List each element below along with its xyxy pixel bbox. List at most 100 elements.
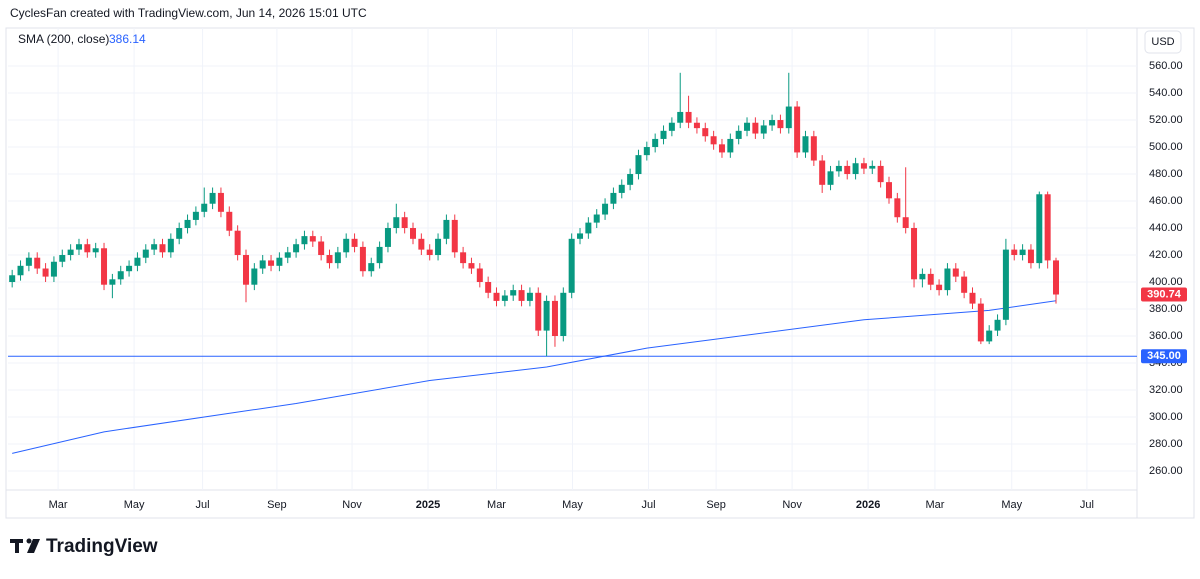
x-tick-label: 2026 <box>856 499 880 511</box>
candle-body <box>234 230 241 256</box>
currency-button[interactable] <box>1144 30 1182 54</box>
candle-body <box>326 255 333 264</box>
candle-body <box>359 246 366 272</box>
candle-body <box>1027 249 1034 264</box>
candle-body <box>476 268 483 283</box>
candle-body <box>860 163 867 169</box>
candle-body <box>602 203 609 215</box>
candle-body <box>577 233 584 239</box>
x-tick-label: Mar <box>49 499 68 511</box>
currency[interactable]: USD <box>1151 36 1174 48</box>
candle-body <box>268 260 275 266</box>
candle-body <box>17 265 24 276</box>
candle-body <box>660 130 667 139</box>
candle-body <box>885 182 892 199</box>
candle-body <box>610 192 617 204</box>
header: CyclesFan created with TradingView.com, … <box>10 6 367 20</box>
candle-body <box>710 136 717 145</box>
y-tick-label: 500.00 <box>1149 141 1183 153</box>
candle-body <box>810 136 817 161</box>
candle-body <box>167 238 174 253</box>
candle-body <box>677 111 684 123</box>
candle-body <box>184 219 191 229</box>
y-tick-label: 360.00 <box>1149 330 1183 342</box>
candle-body <box>752 122 759 134</box>
x-tick-label: Nov <box>782 499 802 511</box>
candle-body <box>518 290 525 301</box>
level-tag-label: 345.00 <box>1147 350 1181 362</box>
candle-body <box>435 238 442 256</box>
candle-body <box>927 273 934 285</box>
candle-body <box>986 330 993 342</box>
candle-body <box>443 219 450 239</box>
candle-body <box>919 273 926 280</box>
y-tick-label: 320.00 <box>1149 384 1183 396</box>
candle-body <box>201 203 208 212</box>
candle-body <box>877 165 884 183</box>
candle-body <box>410 228 417 239</box>
logo-mark <box>15 539 19 553</box>
candle-body <box>301 236 308 245</box>
candle-body <box>67 249 74 256</box>
candle-body <box>284 252 291 258</box>
candle-body <box>176 228 183 239</box>
candle-body <box>343 238 350 253</box>
candle-body <box>401 217 408 229</box>
candle-body <box>627 174 634 185</box>
candle-body <box>25 257 32 266</box>
candle-body <box>593 214 600 223</box>
brand: TradingView <box>46 536 158 557</box>
y-tick-label: 540.00 <box>1149 87 1183 99</box>
y-tick-label: 380.00 <box>1149 303 1183 315</box>
x-tick-label: Jul <box>641 499 655 511</box>
candle-body <box>668 122 675 131</box>
x-tick-label: Mar <box>487 499 506 511</box>
candle-body <box>142 249 149 258</box>
candle-body <box>961 276 968 293</box>
candle-body <box>426 249 433 256</box>
candle-body <box>485 282 492 293</box>
candle-body <box>1044 194 1051 261</box>
candle-body <box>693 122 700 129</box>
y-tick-label: 480.00 <box>1149 168 1183 180</box>
sma-line <box>12 300 1057 454</box>
candle-body <box>134 257 141 266</box>
candle-body <box>685 111 692 123</box>
frame <box>5 27 1195 519</box>
candle-body <box>969 292 976 304</box>
y-tick-label: 280.00 <box>1149 438 1183 450</box>
candle-body <box>501 295 508 301</box>
candle-body <box>276 257 283 266</box>
candle-body <box>259 260 266 269</box>
candle-body <box>9 275 16 283</box>
candle-body <box>526 292 533 301</box>
level-tag <box>1141 349 1187 364</box>
y-tick-label: 560.00 <box>1149 60 1183 72</box>
candle-body <box>769 120 776 126</box>
candle-body <box>351 238 358 247</box>
logo: TradingView <box>10 536 158 557</box>
y-tick-label: 440.00 <box>1149 222 1183 234</box>
candle-body <box>702 128 709 137</box>
candle-body <box>318 241 325 256</box>
candle-body <box>42 268 49 277</box>
candle-body <box>785 106 792 129</box>
candle-body <box>819 160 826 185</box>
candle-body <box>952 268 959 277</box>
price-tag-label: 390.74 <box>1147 288 1182 300</box>
candle-body <box>936 284 943 291</box>
candle-body <box>568 238 575 293</box>
x-tick-label: Nov <box>342 499 362 511</box>
candle-body <box>911 228 918 280</box>
x-tick-label: May <box>562 499 583 511</box>
candle-body <box>977 303 984 342</box>
candle-body <box>1036 194 1043 264</box>
candle-body <box>869 165 876 169</box>
candle-body <box>510 290 517 296</box>
candle-body <box>994 319 1001 331</box>
candle-body <box>744 122 751 131</box>
y-tick-label: 420.00 <box>1149 249 1183 261</box>
indicator-value: 386.14 <box>109 32 146 46</box>
x-tick-label: May <box>124 499 145 511</box>
